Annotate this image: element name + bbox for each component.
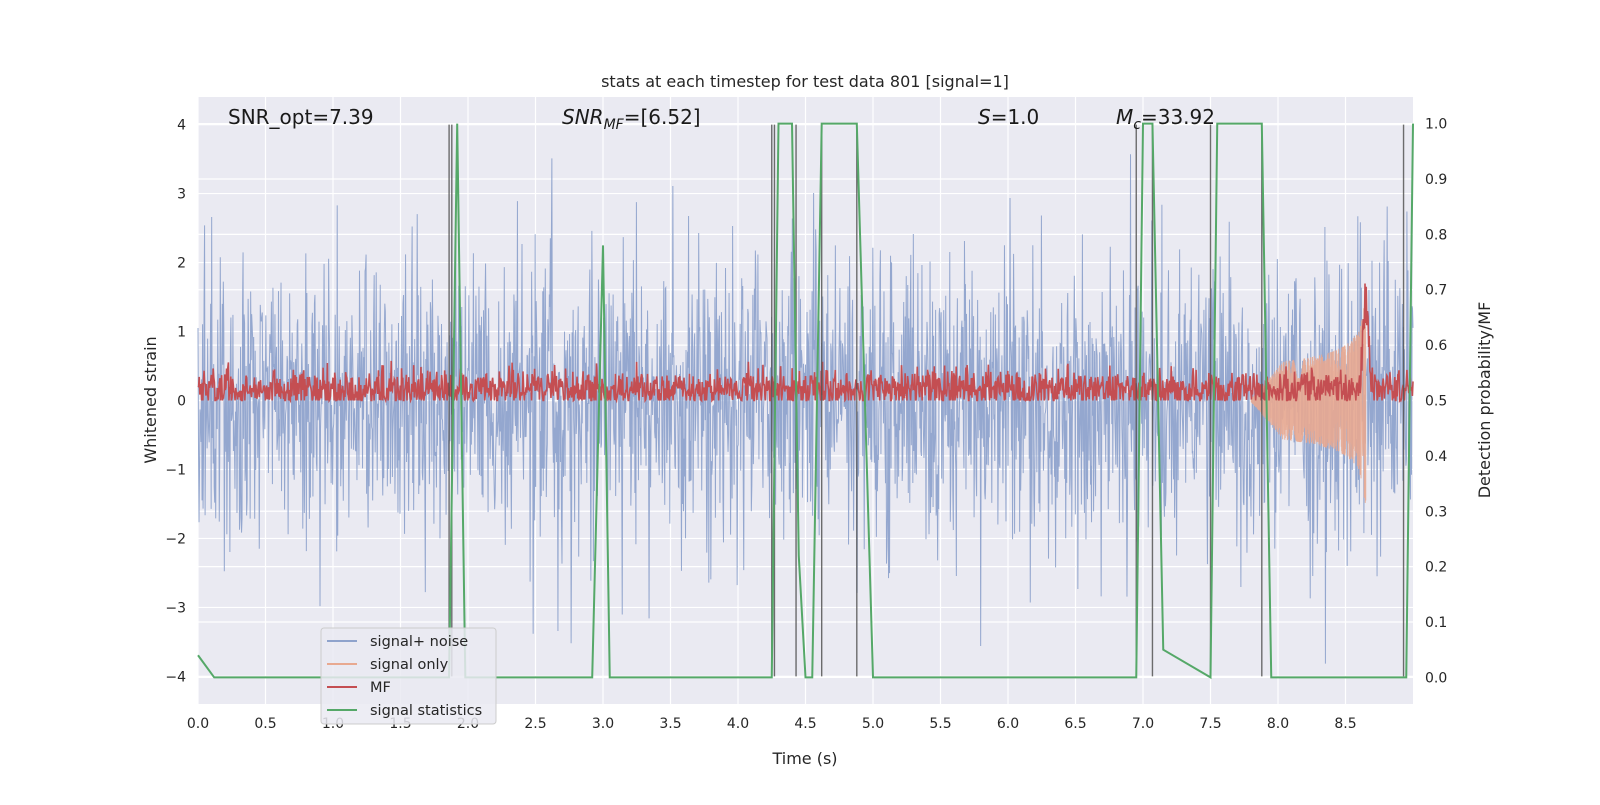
annotation-s: S=1.0 — [978, 105, 1039, 129]
annotation-s-value: =1.0 — [991, 105, 1040, 129]
y-tick-−2: −2 — [165, 531, 186, 547]
line-signal-statistics — [197, 122, 1414, 680]
y-axis-title: Whitened strain — [141, 336, 160, 463]
y-tick-3: 3 — [177, 187, 186, 203]
y2-tick-0.8: 0.8 — [1425, 227, 1447, 243]
y2-tick-0.5: 0.5 — [1425, 394, 1447, 410]
x-tick-5.0: 5.0 — [862, 716, 884, 732]
line-signal-only — [1250, 298, 1367, 503]
y2-tick-1.0: 1.0 — [1425, 117, 1447, 133]
y-tick-2: 2 — [177, 256, 186, 272]
y-tick-1: 1 — [177, 325, 186, 341]
legend-label-signal-only: signal only — [370, 657, 449, 673]
annotation-mc-value: =33.92 — [1141, 105, 1215, 129]
legend-box — [320, 627, 497, 725]
y-tick-4: 4 — [177, 118, 186, 134]
y2-tick-0.3: 0.3 — [1425, 504, 1447, 520]
x-tick-6.5: 6.5 — [1064, 716, 1086, 732]
annotation-mc: Mc=33.92 — [1116, 105, 1215, 133]
x-tick-7.5: 7.5 — [1199, 716, 1221, 732]
legend-label-mf: MF — [370, 680, 391, 696]
series-signal-statistics — [197, 122, 1414, 680]
annotation-snr-mf: SNRMF=[6.52] — [562, 105, 701, 133]
annotation-snr-mf-sub: MF — [604, 117, 625, 133]
x-tick-4.5: 4.5 — [794, 716, 816, 732]
y2-axis-title: Detection probability/MF — [1475, 302, 1494, 499]
annotation-s-main: S — [978, 105, 991, 129]
series-signal-only — [1250, 298, 1367, 503]
x-axis-title: Time (s) — [771, 749, 837, 768]
y-tick-−3: −3 — [165, 600, 186, 616]
x-tick-3.0: 3.0 — [592, 716, 614, 732]
y-tick-0: 0 — [177, 394, 186, 410]
x-tick-5.5: 5.5 — [929, 716, 951, 732]
annotation-snr-mf-value: =[6.52] — [624, 105, 701, 129]
x-tick-6.0: 6.0 — [997, 716, 1019, 732]
x-tick-4.0: 4.0 — [727, 716, 749, 732]
legend-label-signal-noise: signal+ noise — [370, 634, 468, 650]
y2-tick-0.1: 0.1 — [1425, 615, 1447, 631]
x-tick-3.5: 3.5 — [659, 716, 681, 732]
y2-tick-0.7: 0.7 — [1425, 283, 1447, 299]
x-tick-0.0: 0.0 — [187, 716, 209, 732]
y-tick-−1: −1 — [165, 462, 186, 478]
annotation-mc-main: M — [1116, 105, 1133, 129]
y-tick-−4: −4 — [165, 669, 186, 685]
annotation-mc-sub: c — [1133, 117, 1141, 133]
x-tick-8.5: 8.5 — [1334, 716, 1356, 732]
y2-tick-0.0: 0.0 — [1425, 670, 1447, 686]
x-tick-0.5: 0.5 — [254, 716, 276, 732]
annotation-snr-mf-main: SNR — [562, 105, 604, 129]
tick-labels: 0.00.51.01.52.02.53.03.54.04.55.05.56.06… — [165, 117, 1447, 732]
chart-title: stats at each timestep for test data 801… — [601, 72, 1009, 91]
x-tick-8.0: 8.0 — [1267, 716, 1289, 732]
x-tick-7.0: 7.0 — [1132, 716, 1154, 732]
legend: signal+ noise signal only MF signal stat… — [320, 627, 497, 725]
y2-tick-0.2: 0.2 — [1425, 560, 1447, 576]
y2-tick-0.6: 0.6 — [1425, 338, 1447, 354]
legend-label-signal-statistics: signal statistics — [370, 703, 482, 719]
annotation-snr-opt: SNR_opt=7.39 — [228, 105, 374, 129]
y2-tick-0.9: 0.9 — [1425, 172, 1447, 188]
x-tick-2.5: 2.5 — [524, 716, 546, 732]
y2-tick-0.4: 0.4 — [1425, 449, 1447, 465]
